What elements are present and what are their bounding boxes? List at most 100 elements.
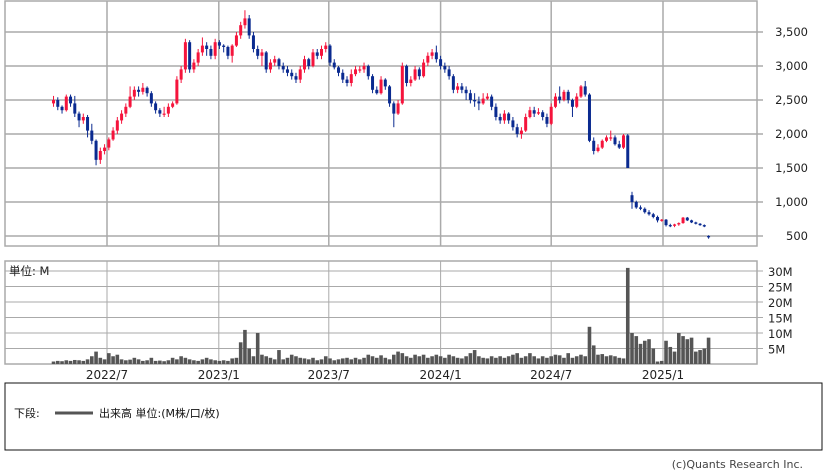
candle-body [277, 59, 281, 66]
candle [52, 95, 56, 107]
volume-bar [676, 333, 681, 364]
candle [634, 200, 638, 209]
volume-bar [511, 354, 515, 364]
candle-body [260, 52, 264, 56]
volume-tick-label: 20M [768, 296, 793, 310]
legend: 下段: 出来高 単位:(M株/口/枚) [4, 382, 823, 451]
volume-bar [209, 359, 213, 364]
volume-bar [553, 354, 558, 364]
volume-bar [396, 351, 400, 364]
candle-body [630, 195, 634, 202]
candle [315, 49, 319, 60]
volume-bar [400, 353, 405, 364]
volume-bar [141, 360, 145, 364]
candle [617, 140, 621, 149]
candle-body [73, 103, 77, 114]
volume-bar [455, 357, 460, 364]
candle [460, 83, 464, 94]
volume-bar [357, 359, 362, 364]
candle-body [358, 69, 362, 71]
volume-tick-label: 15M [768, 312, 793, 326]
candle-body [549, 106, 553, 124]
volume-bar [340, 358, 345, 364]
candle [371, 74, 375, 94]
volume-bar [570, 357, 575, 364]
volume-bar [68, 360, 73, 364]
candle [107, 137, 111, 151]
date-tick-label: 2023/1 [198, 368, 240, 382]
volume-bar [98, 357, 103, 364]
candle-body [596, 147, 600, 151]
candle [592, 137, 596, 155]
candle [528, 106, 532, 119]
candle [515, 123, 519, 138]
candle [477, 96, 481, 111]
candle-body [273, 59, 277, 63]
candle-body [188, 42, 192, 70]
candle-body [639, 207, 643, 209]
candle-body [456, 86, 460, 90]
volume-bar [506, 356, 511, 364]
volume-bar [94, 351, 98, 364]
candle-body [86, 117, 90, 131]
volume-bar [362, 357, 366, 364]
candle-body [234, 35, 238, 46]
candle [103, 144, 107, 155]
volume-bar [634, 336, 639, 364]
volume-bar [370, 356, 375, 364]
candle-body [643, 208, 647, 213]
candle [260, 49, 264, 66]
volume-bar [162, 361, 166, 364]
volume-bars [51, 267, 711, 364]
candle-body [485, 96, 489, 99]
candle-body [209, 49, 213, 56]
volume-bar [421, 354, 426, 364]
candle-body [137, 89, 141, 92]
volume-bar [651, 348, 656, 364]
candle [519, 127, 523, 139]
candle-body [481, 98, 485, 104]
candle [247, 15, 251, 39]
date-tick-label: 2024/1 [419, 368, 461, 382]
volume-bar [302, 358, 307, 364]
candle-body [417, 69, 421, 77]
candle-body [468, 93, 472, 100]
volume-bar [447, 354, 451, 364]
candle-body [103, 147, 107, 151]
volume-bar [238, 342, 243, 364]
candle [426, 52, 430, 66]
candle-body [307, 59, 311, 66]
candle [115, 117, 119, 134]
candle-body [613, 137, 617, 145]
candle-body [141, 87, 145, 92]
candle-body [464, 89, 468, 94]
candle [251, 32, 255, 53]
candle [298, 66, 302, 83]
legend-box [4, 382, 823, 451]
candle [553, 93, 557, 109]
candle-body [422, 62, 426, 77]
volume-bar [434, 354, 439, 364]
candle-body [205, 45, 209, 49]
candle-body [124, 106, 128, 114]
price-tick-label: 2,000 [775, 127, 808, 141]
volume-bar [175, 359, 179, 364]
candle [587, 93, 591, 143]
candle [685, 216, 689, 222]
volume-bar [72, 359, 77, 364]
candle-body [690, 220, 694, 223]
candle [413, 66, 417, 81]
volume-bar [574, 356, 579, 364]
candle-body [379, 79, 383, 94]
volume-bar [179, 356, 183, 364]
volume-bar [366, 354, 371, 364]
candle-body [634, 202, 638, 208]
candle [111, 127, 115, 141]
candle-body [609, 137, 613, 139]
copyright: (c)Quants Research Inc. [672, 458, 803, 470]
candle-body [434, 52, 438, 60]
candle [290, 69, 294, 80]
candle-body [183, 42, 187, 70]
candle-body [107, 139, 111, 148]
